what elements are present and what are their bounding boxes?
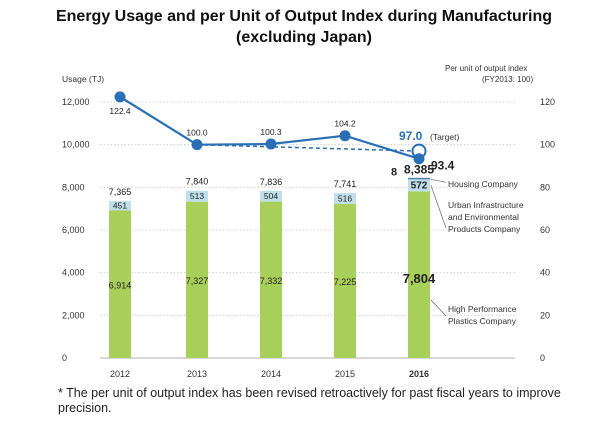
bar-high-performance-plastics	[186, 201, 208, 358]
bar-high-performance-plastics	[334, 203, 356, 358]
legend-label: Housing Company	[448, 179, 519, 189]
bar-value-label: 7,804	[403, 271, 436, 286]
bar-total-label: 7,836	[260, 177, 283, 187]
index-value-label: 104.2	[334, 119, 356, 129]
bar-urban-infrastructure	[186, 190, 208, 202]
bar-total-label: 8,385	[404, 162, 434, 176]
left-tick-label: 4,000	[62, 268, 85, 278]
left-tick-label: 0	[62, 353, 67, 363]
right-tick-label: 0	[540, 353, 545, 363]
index-point	[114, 91, 126, 103]
legend-label: High Performance	[448, 304, 517, 314]
index-point	[339, 130, 351, 142]
x-tick-label: 2015	[335, 369, 355, 379]
x-tick-label: 2016	[409, 369, 429, 379]
right-axis-label: (FY2013: 100)	[482, 75, 533, 84]
bar-urban-infrastructure	[109, 200, 131, 211]
x-tick-label: 2013	[187, 369, 207, 379]
legend-label: and Environmental	[448, 212, 519, 222]
footnote: * The per unit of output index has been …	[58, 386, 561, 415]
left-tick-label: 8,000	[62, 182, 85, 192]
right-tick-label: 100	[540, 140, 555, 150]
index-value-label: 122.4	[109, 106, 131, 116]
index-point	[191, 139, 203, 151]
bar-value-label: 7,332	[260, 276, 283, 286]
bar-housing	[408, 177, 430, 180]
target-value-label: 97.0	[399, 129, 423, 143]
x-tick-label: 2012	[110, 369, 130, 379]
legend-leader	[430, 178, 447, 183]
legend-label: Plastics Company	[448, 316, 517, 326]
bar-value-label: 8	[391, 166, 397, 178]
left-axis-label: Usage (TJ)	[62, 74, 104, 84]
left-tick-label: 6,000	[62, 225, 85, 235]
bar-urban-infrastructure	[260, 190, 282, 202]
chart-title-line1: Energy Usage and per Unit of Output Inde…	[55, 8, 552, 25]
bar-total-label: 7,365	[109, 187, 132, 197]
bar-value-label: 7,225	[334, 277, 357, 287]
target-suffix-label: (Target)	[430, 132, 459, 142]
right-tick-label: 60	[540, 225, 550, 235]
right-tick-label: 40	[540, 268, 550, 278]
index-line	[119, 95, 346, 146]
bar-value-label: 504	[264, 191, 278, 201]
legend-leader	[430, 299, 447, 317]
left-tick-label: 2,000	[62, 310, 85, 320]
left-tick-label: 10,000	[62, 140, 90, 150]
bar-urban-infrastructure	[334, 192, 356, 204]
bar-value-label: 513	[190, 191, 204, 201]
chart-title: Energy Usage and per Unit of Output Inde…	[0, 6, 608, 48]
index-point	[413, 153, 425, 165]
index-point	[265, 138, 277, 150]
legend-label: Products Company	[448, 224, 521, 234]
bar-value-label: 6,914	[109, 280, 132, 290]
bar-total-label: 7,840	[186, 177, 209, 187]
bar-total-label: 7,741	[334, 179, 357, 189]
legend-label: Urban Infrastructure	[448, 200, 524, 210]
bar-value-label: 572	[411, 180, 428, 191]
bar-urban-infrastructure	[408, 179, 430, 192]
index-value-label: 100.0	[186, 128, 208, 138]
bar-value-label: 451	[113, 201, 127, 211]
x-tick-label: 2014	[261, 369, 281, 379]
target-dashed-line	[196, 143, 420, 152]
right-axis-label: Per unit of output index	[445, 64, 527, 73]
index-value-label: 100.3	[260, 127, 282, 137]
bar-high-performance-plastics	[260, 201, 282, 358]
right-tick-label: 80	[540, 182, 550, 192]
left-tick-label: 12,000	[62, 97, 90, 107]
bar-high-performance-plastics	[109, 210, 131, 358]
index-value-label: 93.4	[431, 159, 455, 173]
right-tick-label: 20	[540, 310, 550, 320]
right-tick-label: 120	[540, 97, 555, 107]
index-line-segment	[344, 134, 420, 160]
chart-title-line2: (excluding Japan)	[235, 29, 373, 46]
bar-value-label: 516	[338, 193, 352, 203]
bar-high-performance-plastics	[408, 191, 430, 358]
legend-leader	[430, 185, 447, 229]
bar-value-label: 7,327	[186, 276, 209, 286]
